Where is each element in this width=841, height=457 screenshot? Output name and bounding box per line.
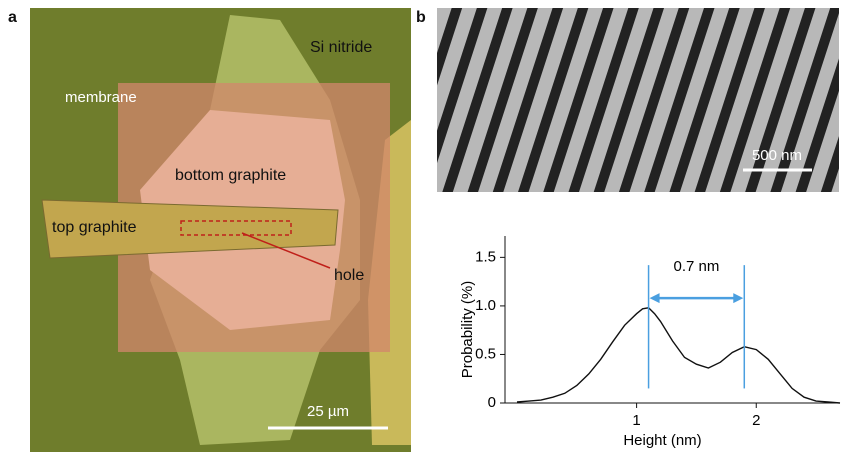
y-tick-label: 0 xyxy=(488,394,496,411)
label: Si nitride xyxy=(310,39,372,56)
panel-letter: a xyxy=(8,9,17,26)
label: membrane xyxy=(65,89,137,106)
y-tick-label: 1.0 xyxy=(475,297,496,314)
panel-letter: b xyxy=(416,9,426,26)
x-tick-label: 1 xyxy=(632,412,640,429)
data-line xyxy=(516,307,841,404)
label: bottom graphite xyxy=(175,167,286,184)
arrow-head xyxy=(733,293,744,304)
x-axis-label: Height (nm) xyxy=(623,432,701,449)
annotation: 0.7 nm xyxy=(673,258,719,275)
scale-bar-label: 25 µm xyxy=(307,403,349,420)
y-tick-label: 0.5 xyxy=(475,345,496,362)
y-tick-label: 1.5 xyxy=(475,248,496,265)
x-tick-label: 2 xyxy=(752,412,760,429)
chart: 0 0.5 1.0 1.5 1 2 Height (nm) Probability (%) 0.… xyxy=(459,236,841,449)
afm-image xyxy=(437,8,839,192)
micrograph xyxy=(30,8,411,452)
label: hole xyxy=(334,267,364,284)
scale-bar-label: 500 nm xyxy=(752,147,802,164)
y-axis-label: Probability (%) xyxy=(459,281,476,379)
label: top graphite xyxy=(52,219,137,236)
arrow-head xyxy=(649,293,660,304)
